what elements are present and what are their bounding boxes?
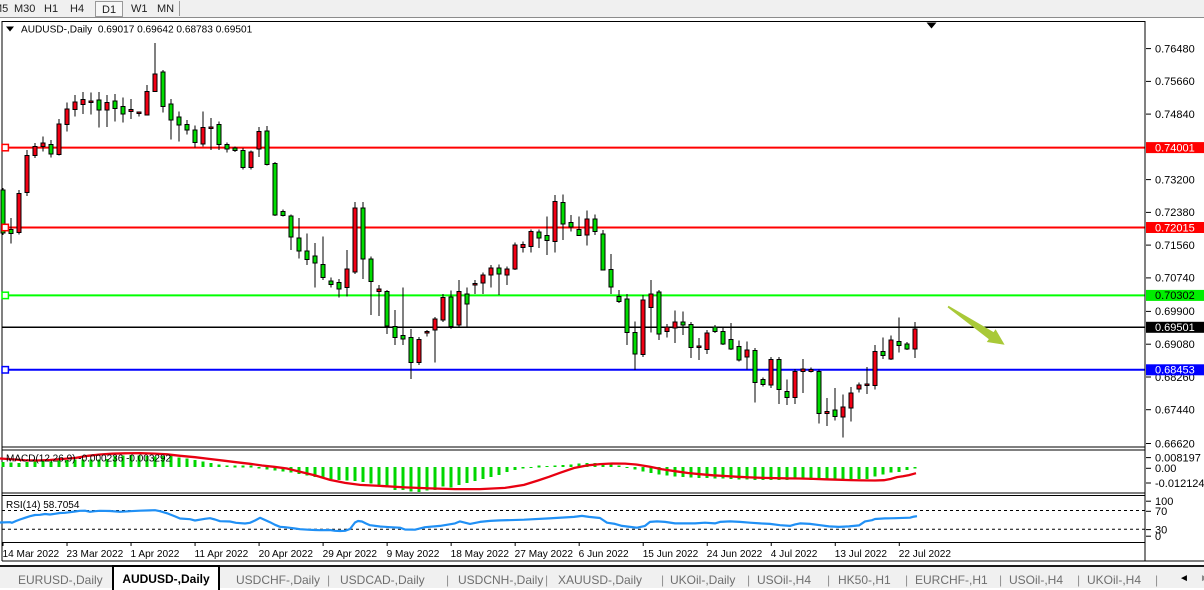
svg-text:0.00: 0.00 bbox=[1155, 463, 1176, 475]
svg-text:0.72015: 0.72015 bbox=[1155, 222, 1195, 234]
svg-text:0.69900: 0.69900 bbox=[1155, 306, 1195, 318]
svg-text:30: 30 bbox=[1155, 524, 1167, 536]
svg-text:0.74840: 0.74840 bbox=[1155, 109, 1195, 121]
svg-text:18 May 2022: 18 May 2022 bbox=[451, 549, 510, 560]
svg-text:-0.012124: -0.012124 bbox=[1155, 478, 1204, 490]
svg-text:13 Jul 2022: 13 Jul 2022 bbox=[835, 549, 888, 560]
svg-text:0: 0 bbox=[1155, 531, 1161, 543]
svg-text:RSI(14) 58.7054: RSI(14) 58.7054 bbox=[6, 500, 80, 511]
svg-text:11 Apr 2022: 11 Apr 2022 bbox=[195, 549, 249, 560]
svg-text:AUDUSD-,Daily 0.69017 0.69642: AUDUSD-,Daily 0.69017 0.69642 0.68783 0.… bbox=[21, 25, 253, 36]
svg-text:0.70740: 0.70740 bbox=[1155, 273, 1195, 285]
svg-text:0.74001: 0.74001 bbox=[1155, 142, 1195, 154]
svg-text:9 May 2022: 9 May 2022 bbox=[387, 549, 440, 560]
svg-text:0.71560: 0.71560 bbox=[1155, 240, 1195, 252]
svg-text:24 Jun 2022: 24 Jun 2022 bbox=[707, 549, 763, 560]
svg-text:6 Jun 2022: 6 Jun 2022 bbox=[579, 549, 629, 560]
svg-text:0.66620: 0.66620 bbox=[1155, 438, 1195, 450]
svg-text:0.008197: 0.008197 bbox=[1155, 452, 1201, 464]
svg-text:100: 100 bbox=[1155, 496, 1173, 508]
svg-text:0.75660: 0.75660 bbox=[1155, 76, 1195, 88]
svg-text:0.69501: 0.69501 bbox=[1155, 322, 1195, 334]
svg-text:70: 70 bbox=[1155, 506, 1167, 518]
svg-text:0.76480: 0.76480 bbox=[1155, 43, 1195, 55]
svg-text:1 Apr 2022: 1 Apr 2022 bbox=[131, 549, 180, 560]
svg-text:0.70302: 0.70302 bbox=[1155, 290, 1195, 302]
svg-text:14 Mar 2022: 14 Mar 2022 bbox=[3, 549, 60, 560]
svg-text:0.72380: 0.72380 bbox=[1155, 207, 1195, 219]
svg-text:15 Jun 2022: 15 Jun 2022 bbox=[643, 549, 699, 560]
svg-text:0.67440: 0.67440 bbox=[1155, 405, 1195, 417]
svg-text:0.69080: 0.69080 bbox=[1155, 339, 1195, 351]
svg-text:20 Apr 2022: 20 Apr 2022 bbox=[259, 549, 314, 560]
svg-text:0.73200: 0.73200 bbox=[1155, 174, 1195, 186]
svg-text:22 Jul 2022: 22 Jul 2022 bbox=[899, 549, 952, 560]
svg-text:4 Jul 2022: 4 Jul 2022 bbox=[771, 549, 818, 560]
svg-text:29 Apr 2022: 29 Apr 2022 bbox=[323, 549, 378, 560]
svg-text:23 Mar 2022: 23 Mar 2022 bbox=[67, 549, 124, 560]
svg-text:27 May 2022: 27 May 2022 bbox=[515, 549, 574, 560]
svg-text:0.68453: 0.68453 bbox=[1155, 365, 1195, 377]
svg-text:MACD(12,26,9) -0.000236 -0.003: MACD(12,26,9) -0.000236 -0.003292 bbox=[6, 454, 172, 465]
